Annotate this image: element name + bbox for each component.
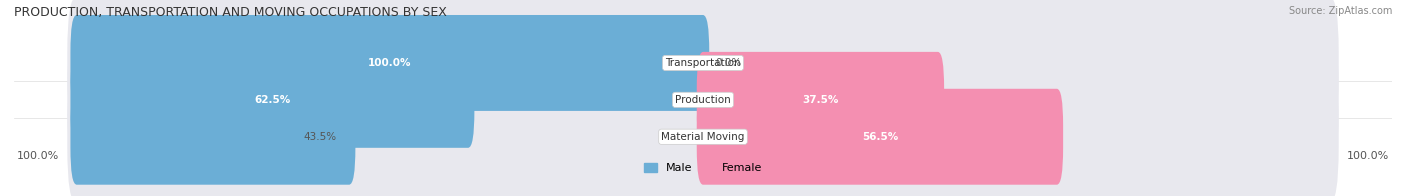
FancyBboxPatch shape (70, 52, 474, 148)
Legend: Male, Female: Male, Female (640, 158, 766, 178)
Text: 100.0%: 100.0% (17, 151, 59, 161)
FancyBboxPatch shape (70, 15, 709, 111)
Text: Source: ZipAtlas.com: Source: ZipAtlas.com (1288, 6, 1392, 16)
FancyBboxPatch shape (70, 89, 356, 185)
Text: 43.5%: 43.5% (304, 132, 336, 142)
Text: Production: Production (675, 95, 731, 105)
Text: PRODUCTION, TRANSPORTATION AND MOVING OCCUPATIONS BY SEX: PRODUCTION, TRANSPORTATION AND MOVING OC… (14, 6, 447, 19)
FancyBboxPatch shape (697, 89, 1063, 185)
Text: 100.0%: 100.0% (368, 58, 412, 68)
Text: Material Moving: Material Moving (661, 132, 745, 142)
Text: Transportation: Transportation (665, 58, 741, 68)
Text: 56.5%: 56.5% (862, 132, 898, 142)
Text: 62.5%: 62.5% (254, 95, 291, 105)
Text: 37.5%: 37.5% (803, 95, 838, 105)
FancyBboxPatch shape (697, 52, 945, 148)
Text: 0.0%: 0.0% (716, 58, 742, 68)
Text: 100.0%: 100.0% (1347, 151, 1389, 161)
FancyBboxPatch shape (67, 34, 1339, 166)
FancyBboxPatch shape (67, 70, 1339, 196)
FancyBboxPatch shape (67, 0, 1339, 129)
